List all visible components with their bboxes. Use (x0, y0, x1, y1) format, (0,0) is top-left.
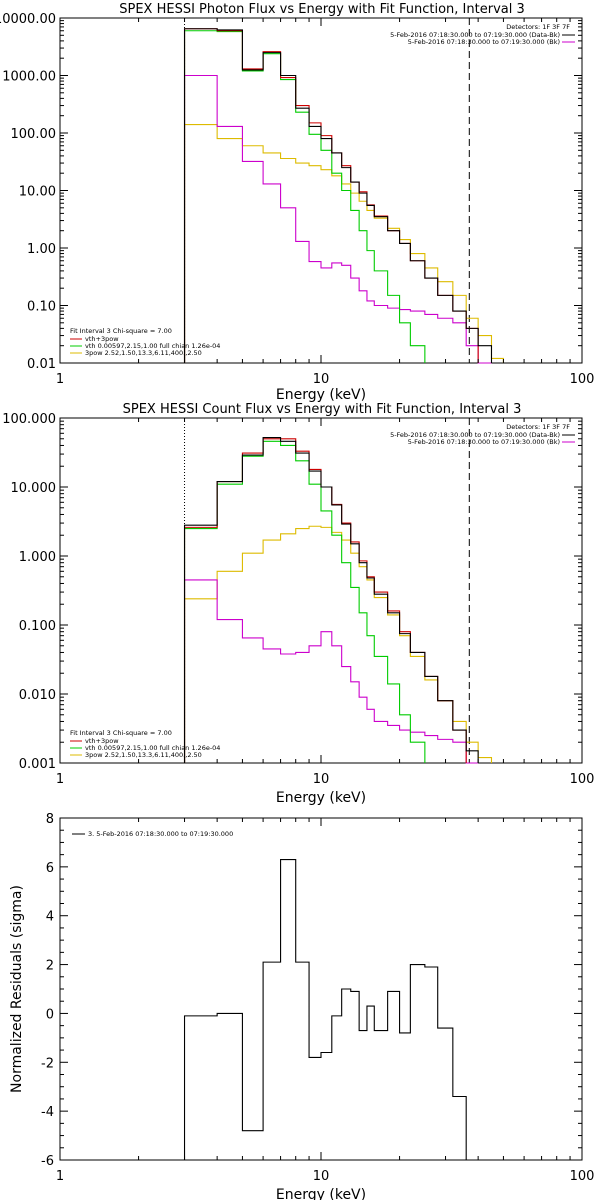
x-tick-label: 100 (570, 1169, 595, 1184)
series-group (183, 418, 493, 764)
fit-total-label: vth+3pow (85, 737, 119, 745)
y-tick-label: 6 (46, 861, 54, 876)
series-group (183, 18, 504, 364)
panel-title: SPEX HESSI Photon Flux vs Energy with Fi… (119, 2, 525, 17)
y-tick-label: 100.00 (11, 127, 57, 142)
detectors-label: Detectors: 1F 3F 7F (506, 423, 570, 431)
y-tick-label: 10.000 (11, 481, 57, 496)
y-tick-label: 0.10 (27, 300, 56, 315)
x-tick-label: 1 (56, 1169, 64, 1184)
series-bpow-step-line (183, 525, 493, 763)
residuals-panel: 8 6 4 2 0 -2 -4 -6 1 10 100 Energy (keV) Normaliz… (9, 812, 594, 1200)
y-tick-label: 0.001 (19, 757, 56, 772)
y-tick-label: 0.010 (19, 688, 56, 703)
plot-frame (59, 17, 583, 364)
series-vth-step-line (183, 440, 426, 763)
series-vth-step-line (183, 30, 426, 363)
x-tick-label: 10 (313, 772, 330, 787)
y-tick-label: 10000.00 (0, 12, 56, 27)
y-tick-label: 1000.00 (2, 70, 56, 85)
count-flux-panel: SPEX HESSI Count Flux vs Energy with Fit… (2, 402, 594, 806)
y-tick-label: 8 (46, 812, 54, 827)
y-tick-label: 4 (46, 910, 54, 925)
series-pow-step-line (183, 74, 492, 364)
photon-flux-panel: SPEX HESSI Photon Flux vs Energy with Fi… (0, 2, 594, 403)
y-axis: 100.000 10.000 1.000 0.100 0.010 0.001 (2, 412, 582, 772)
y-tick-label: 1.000 (19, 550, 56, 565)
x-tick-label: 1 (56, 772, 64, 787)
y-tick-label: -4 (41, 1105, 54, 1120)
x-tick-label: 100 (570, 772, 595, 787)
fit-header: Fit Interval 3 Chi-square = 7.00 (70, 327, 172, 335)
x-axis-label: Energy (keV) (276, 1187, 366, 1200)
series-bpow-step-line (183, 124, 504, 363)
series-pow-step-line (183, 579, 479, 764)
y-axis-label: Normalized Residuals (sigma) (9, 885, 25, 1093)
y-tick-label: 10.00 (19, 185, 56, 200)
series-group (183, 858, 479, 1161)
fit-pow-label: 3pow 2.52,1.50,13.3,6.11,400.,2.50 (85, 751, 202, 759)
panel-title: SPEX HESSI Count Flux vs Energy with Fit… (123, 402, 522, 417)
y-axis: 10000.00 1000.00 100.00 10.00 1.00 0.10 0.01 (0, 12, 582, 372)
x-axis-label: Energy (keV) (276, 387, 366, 403)
detectors-label: Detectors: 1F 3F 7F (506, 23, 570, 31)
x-axis-label: Energy (keV) (276, 790, 366, 806)
fit-header: Fit Interval 3 Chi-square = 7.00 (70, 729, 172, 737)
plot-frame (59, 817, 583, 1161)
y-tick-label: 1.00 (27, 242, 56, 257)
y-tick-label: 0.100 (19, 619, 56, 634)
series-total-step-line (183, 28, 479, 363)
y-tick-label: 0.01 (27, 357, 56, 372)
fit-vth-label: vth 0.00597,2.15,1.00 full chian 1.26e-0… (85, 744, 220, 752)
legend-label: 3. 5-Feb-2016 07:18:30.000 to 07:19:30.0… (88, 830, 233, 838)
y-tick-label: 100.000 (2, 412, 56, 427)
x-tick-label: 10 (313, 1169, 330, 1184)
y-tick-label: 0 (46, 1007, 54, 1022)
x-tick-label: 100 (570, 372, 595, 387)
legend-data-bk: 5-Feb-2016 07:18:30.000 to 07:19:30.000 … (390, 31, 560, 39)
x-axis: 1 10 100 (56, 818, 595, 1184)
legend-data-bk: 5-Feb-2016 07:18:30.000 to 07:19:30.000 … (390, 431, 560, 439)
y-tick-label: 2 (46, 959, 54, 974)
series-obs-step-line (183, 858, 479, 1161)
series-obs-step-line (183, 28, 493, 363)
legend-bk: 5-Feb-2016 07:18:30.000 to 07:19:30.000 … (408, 438, 560, 446)
x-axis: 1 10 100 (56, 18, 595, 387)
legend-bk: 5-Feb-2016 07:18:30.000 to 07:19:30.000 … (408, 38, 560, 46)
y-tick-label: -6 (41, 1154, 54, 1169)
fit-pow-label: 3pow 2.52,1.50,13.3,6.11,400.,2.50 (85, 349, 202, 357)
x-tick-label: 1 (56, 372, 64, 387)
x-tick-label: 10 (313, 372, 330, 387)
series-obs-step-line (183, 437, 479, 763)
y-axis: 8 6 4 2 0 -2 -4 -6 (41, 812, 582, 1169)
fit-total-label: vth+3pow (85, 335, 119, 343)
x-axis: 1 10 100 (56, 418, 595, 787)
y-tick-label: -2 (41, 1056, 54, 1071)
fit-vth-label: vth 0.00597,2.15,1.00 full chian 1.26e-0… (85, 342, 220, 350)
